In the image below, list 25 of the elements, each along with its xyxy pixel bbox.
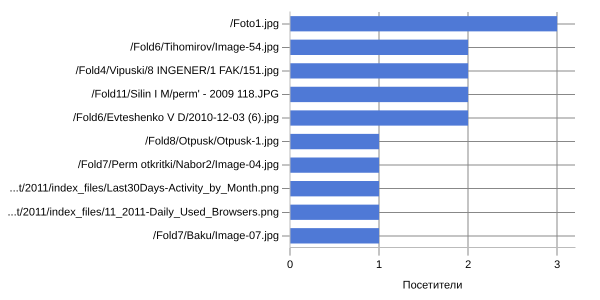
bar	[290, 110, 468, 126]
bar	[290, 228, 380, 244]
bar	[290, 16, 558, 32]
x-tick-label: 2	[465, 259, 472, 272]
y-tick-label: ...t/2011/index_files/Last30Days-Activity_by_Month.png	[10, 182, 279, 195]
y-tick-label: /Fold7/Baku/Image-07.jpg	[153, 230, 279, 242]
x-tick-label: 3	[554, 259, 560, 272]
y-tick-label: /Fold4/Vipuski/8 INGENER/1 FAK/151.jpg	[76, 64, 279, 77]
y-tick-label: /Fold11/Silin I M/perm' - 2009 118.JPG	[91, 88, 279, 100]
y-tick-label: /Fold6/Evteshenko V D/2010-12-03 (6).jpg	[72, 112, 279, 124]
bar	[290, 86, 468, 102]
y-tick-label: /Foto1.jpg	[230, 18, 279, 30]
bar	[290, 157, 380, 173]
y-tick-label: ...t/2011/index_files/11_2011-Daily_Used_Browsers.png	[8, 206, 279, 218]
x-tick-label: 1	[376, 259, 382, 272]
x-axis-title: Посетители	[402, 279, 462, 292]
bar	[290, 181, 380, 196]
y-tick-label: /Fold6/Tihomirov/Image-54.jpg	[130, 41, 279, 54]
y-tick-label: /Fold8/Otpusk/Otpusk-1.jpg	[145, 136, 279, 148]
bar	[290, 134, 380, 150]
bar	[290, 204, 380, 220]
y-tick-label: /Fold7/Perm otkritki/Nabor2/Image-04.jpg	[78, 159, 279, 172]
bar	[290, 63, 468, 79]
bar	[290, 40, 468, 55]
x-tick-label: 0	[286, 259, 294, 272]
